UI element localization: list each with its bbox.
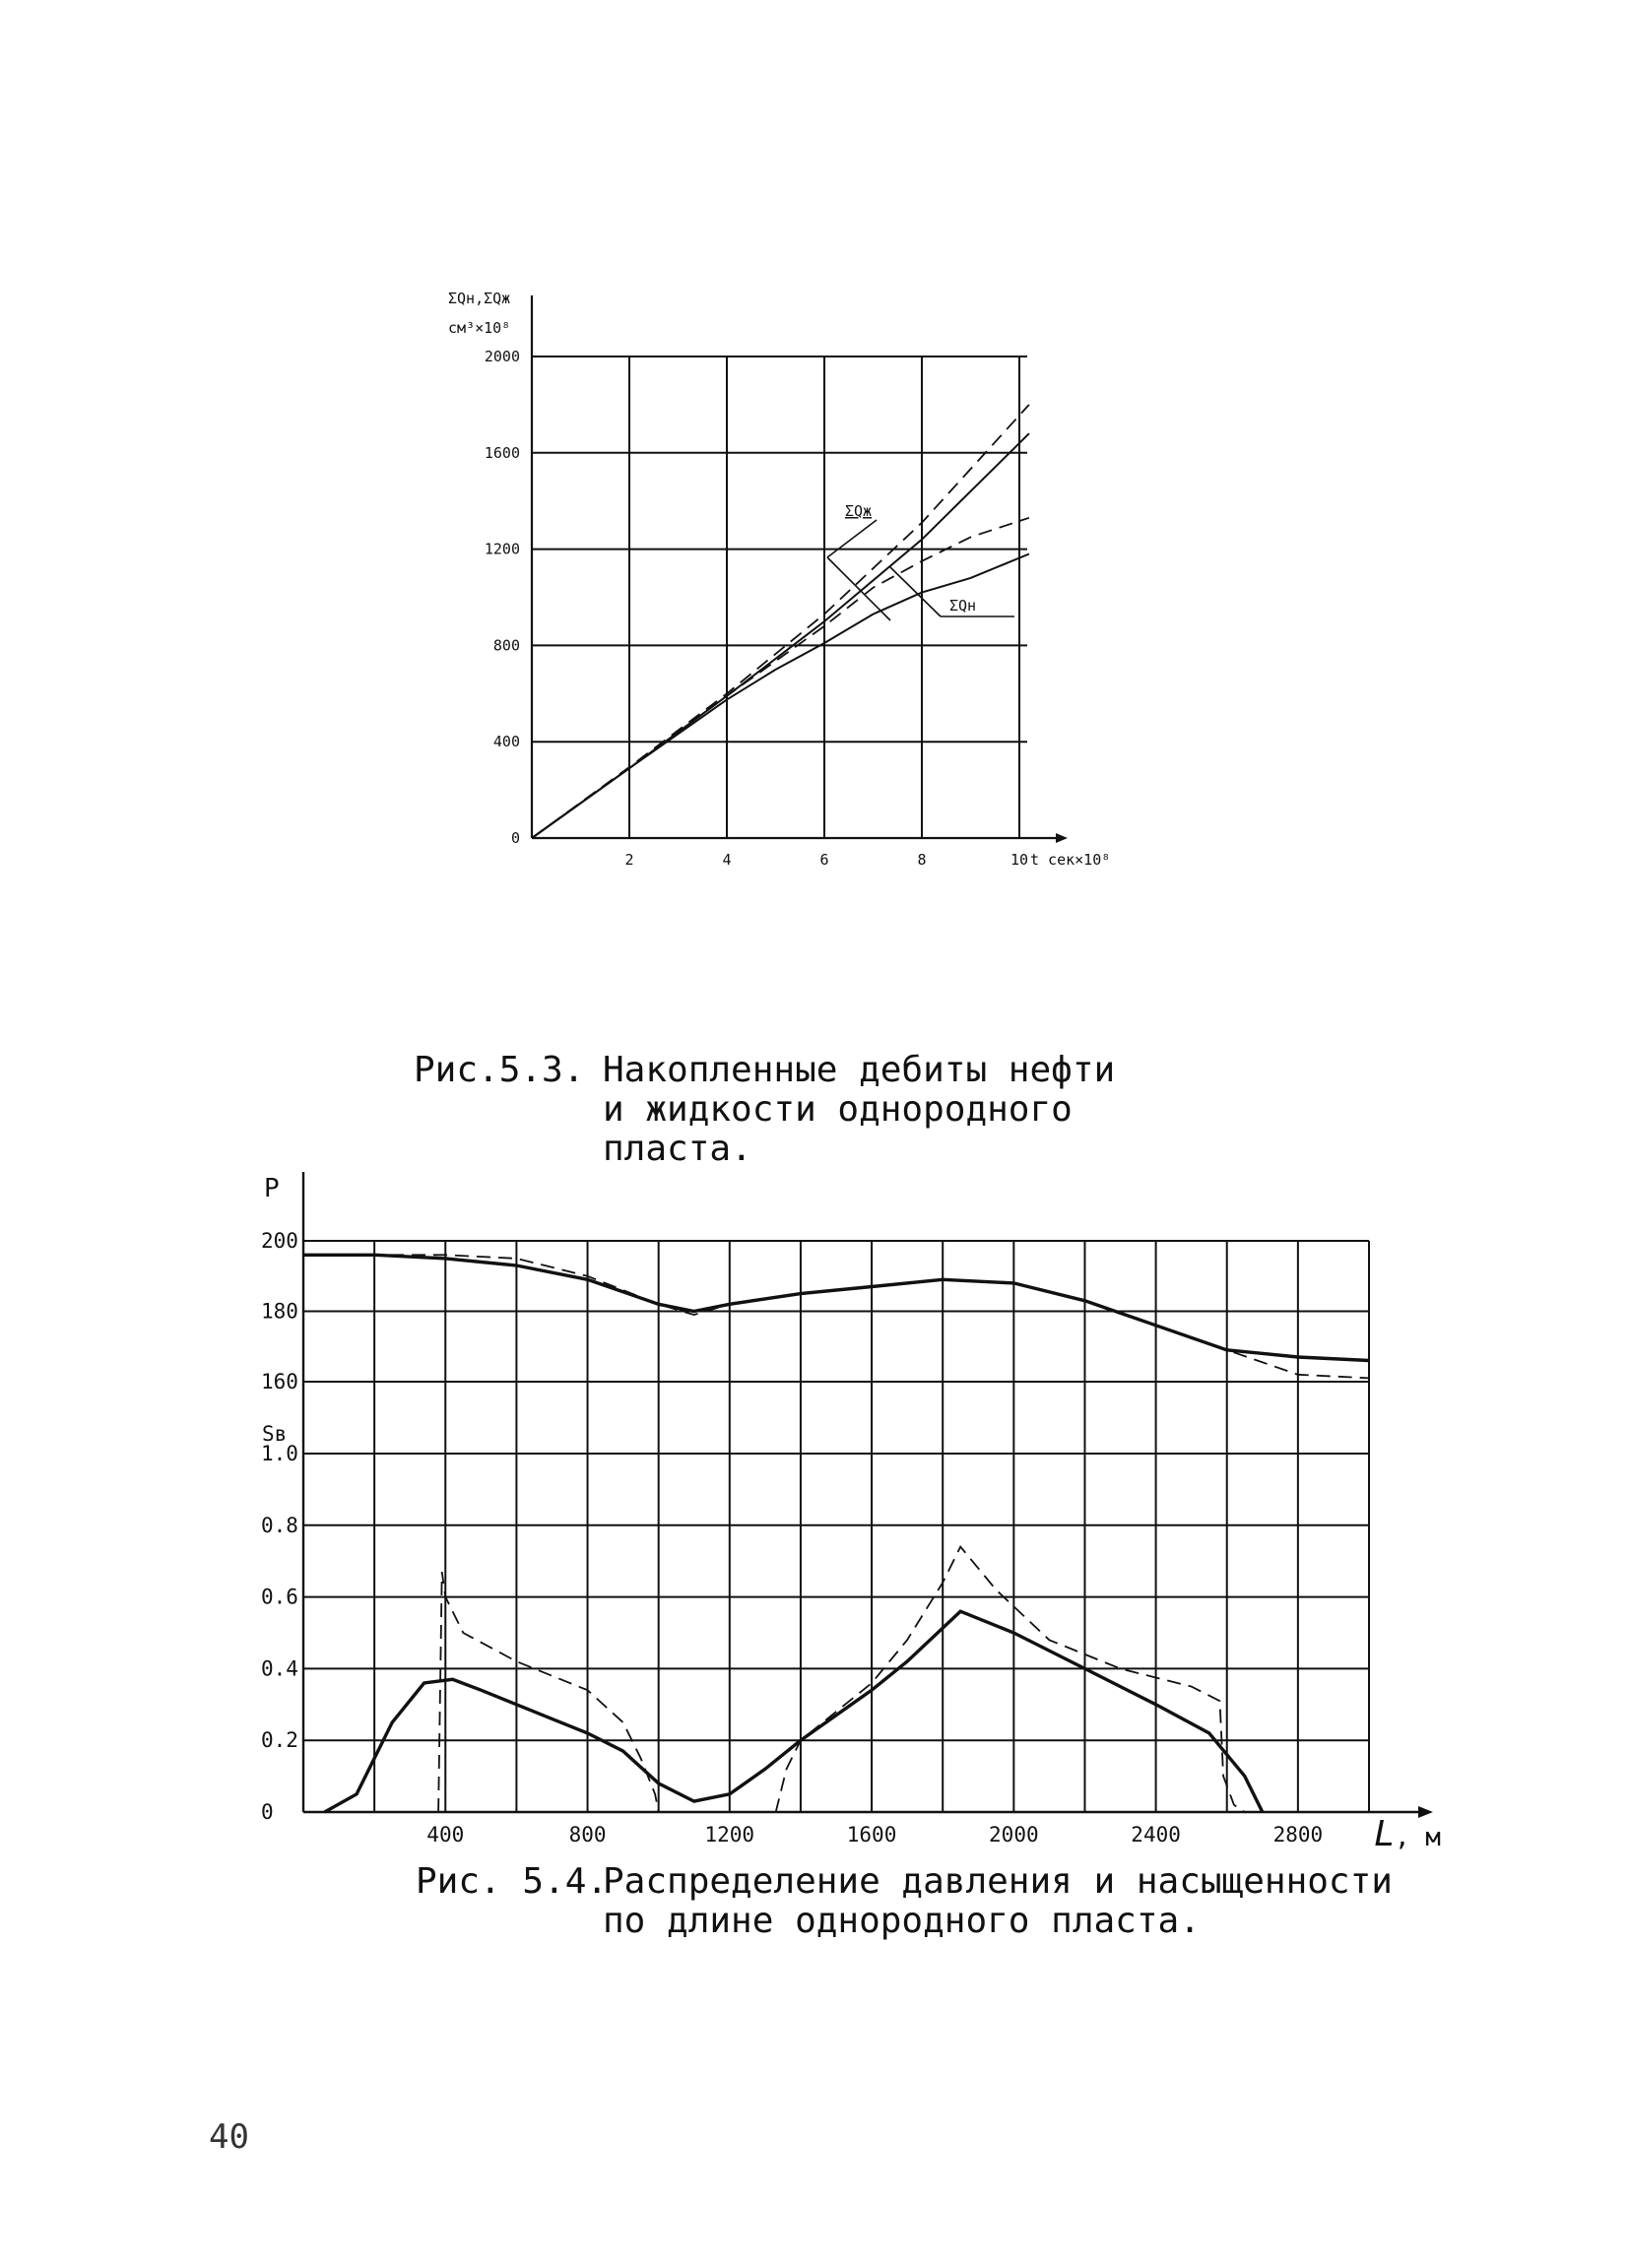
fig53-label-liquid: ΣQж xyxy=(845,502,872,520)
fig54-p-tick-0: 160 xyxy=(261,1370,298,1393)
fig53-caption-line3: пласта. xyxy=(603,1129,752,1169)
fig53-caption-prefix: Рис.5.3. xyxy=(414,1050,584,1090)
fig54-p-tick-2: 200 xyxy=(261,1229,298,1253)
fig54-x-tick-6: 2800 xyxy=(1273,1823,1324,1847)
fig53-oil-leader xyxy=(889,566,942,617)
fig54-caption-line2: по длине однородного пласта. xyxy=(603,1901,1201,1941)
fig54-x-tick-5: 2400 xyxy=(1131,1823,1181,1847)
fig53-xlabel: t сек×10⁸ xyxy=(1030,851,1110,869)
fig54-s-tick-1: 0.2 xyxy=(261,1728,298,1752)
fig54-s-tick-3: 0.6 xyxy=(261,1586,298,1609)
fig54-s-tick-2: 0.4 xyxy=(261,1656,298,1680)
fig53-ylabel-line2: см³×10⁸ xyxy=(448,319,510,337)
fig53-x-tick-3: 8 xyxy=(917,851,926,869)
fig53-x-arrow xyxy=(1056,833,1068,843)
fig53-caption-line1: Накопленные дебиты нефти xyxy=(603,1050,1115,1090)
fig53-axes xyxy=(530,295,1068,843)
fig54-s-label: Sв xyxy=(262,1422,287,1446)
fig53-x-tick-4: 10 xyxy=(1010,851,1028,869)
fig53-liquid-leader xyxy=(826,556,891,621)
fig54-p-tick-labels: 160 180 200 xyxy=(261,1229,298,1393)
fig53-series xyxy=(531,404,1030,839)
fig53-y-tick-2: 800 xyxy=(493,636,520,654)
fig54-x-tick-4: 2000 xyxy=(989,1823,1039,1847)
fig54-x-tick-3: 1600 xyxy=(847,1823,897,1847)
fig54-grid xyxy=(303,1240,1370,1812)
fig54-p-label: P xyxy=(264,1174,280,1203)
fig54-xlabel-L: L xyxy=(1374,1814,1396,1854)
page-number: 40 xyxy=(209,2117,249,2157)
fig53-grid xyxy=(532,356,1027,838)
fig54-caption-prefix: Рис. 5.4. xyxy=(416,1861,608,1902)
fig53-series-3 xyxy=(531,516,1030,839)
fig53-x-tick-2: 6 xyxy=(819,851,828,869)
fig54-s-tick-5: 1.0 xyxy=(261,1442,298,1465)
fig54-saturation-series-2 xyxy=(774,1544,1263,1813)
fig53-y-tick-5: 2000 xyxy=(485,348,520,365)
fig54-x-tick-1: 800 xyxy=(569,1823,607,1847)
fig53-x-tick-labels: 2 4 6 8 10 xyxy=(624,851,1028,869)
fig54-p-tick-1: 180 xyxy=(261,1300,298,1324)
fig54-saturation-series-1 xyxy=(437,1571,660,1813)
fig53-y-tick-4: 1600 xyxy=(485,444,520,462)
fig54-x-tick-labels: 400 800 1200 1600 2000 2400 2800 xyxy=(426,1823,1323,1847)
fig54-axes xyxy=(301,1172,1433,1818)
fig53-ylabel-line1: ΣQн,ΣQж xyxy=(448,290,510,307)
fig54-s-tick-4: 0.8 xyxy=(261,1514,298,1537)
fig53-label-oil: ΣQн xyxy=(949,597,976,615)
fig54-s-tick-labels: 0 0.2 0.4 0.6 0.8 1.0 xyxy=(261,1442,298,1824)
fig53-x-tick-0: 2 xyxy=(624,851,633,869)
fig53-y-tick-labels: 0 400 800 1200 1600 2000 xyxy=(485,348,520,847)
fig53-y-tick-0: 0 xyxy=(511,829,520,847)
fig54-series xyxy=(303,1253,1370,1814)
fig54-s-tick-0: 0 xyxy=(261,1800,274,1824)
fig53-x-tick-1: 4 xyxy=(722,851,731,869)
fig54-caption-line1: Распределение давления и насыщенности xyxy=(603,1861,1393,1902)
fig53-y-tick-1: 400 xyxy=(493,733,520,750)
fig53-liquid-leader-underline xyxy=(826,519,878,558)
fig54-x-arrow xyxy=(1418,1806,1433,1818)
fig54-saturation-series-0 xyxy=(323,1609,1265,1814)
fig53-caption-line2: и жидкости однородного xyxy=(603,1089,1073,1130)
fig53-y-tick-3: 1200 xyxy=(485,541,520,558)
fig54-x-tick-0: 400 xyxy=(426,1823,464,1847)
fig54-pressure-series-0 xyxy=(303,1253,1370,1363)
fig53-series-1 xyxy=(531,404,1030,839)
figure-5-3: 0 400 800 1200 1600 2000 2 4 6 8 10 ΣQн,ΣQж см³×1… xyxy=(448,290,1110,869)
fig53-series-0 xyxy=(531,432,1030,839)
fig54-pressure-series-1 xyxy=(303,1254,1370,1380)
fig54-x-tick-2: 1200 xyxy=(705,1823,755,1847)
fig54-xlabel-unit: , м xyxy=(1395,1823,1441,1852)
fig53-series-2 xyxy=(531,552,1030,839)
figure-5-4: 160 180 200 0 0.2 0.4 0.6 0.8 1.0 400 800 1200 160… xyxy=(261,1172,1441,1854)
